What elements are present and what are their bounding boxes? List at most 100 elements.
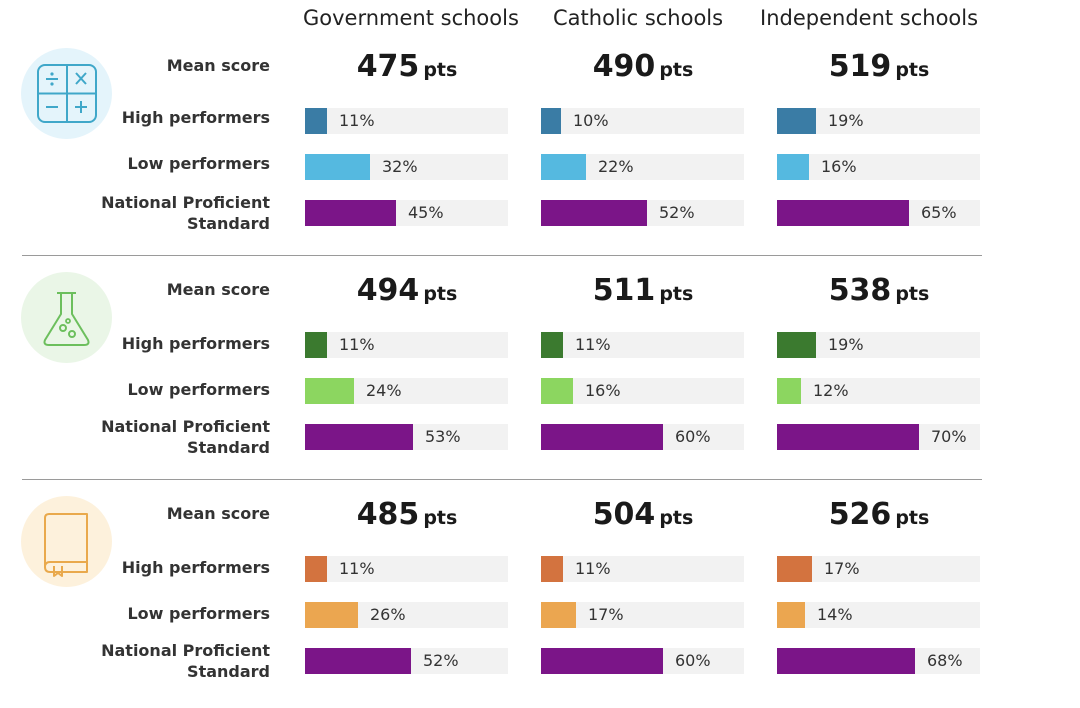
mean-score-unit: pts	[895, 507, 930, 529]
mean-score-number: 475	[356, 49, 420, 84]
mean-score-value: 485 pts	[307, 497, 507, 532]
low-performers-bar-track: 24%	[305, 378, 508, 404]
low-performers-value-label: 14%	[817, 605, 853, 624]
subject-icon-bg	[21, 48, 112, 139]
high-performers-bar	[777, 556, 812, 582]
mean-score-unit: pts	[659, 507, 694, 529]
mean-score-number: 511	[592, 273, 656, 308]
high-performers-bar-track: 11%	[541, 332, 744, 358]
mean-score-number: 504	[592, 497, 656, 532]
national-proficient-standard-bar-track: 60%	[541, 424, 744, 450]
high-performers-value-label: 11%	[575, 335, 611, 354]
high-performers-bar	[541, 332, 563, 358]
row-label-mean-score: Mean score	[166, 280, 270, 299]
section-divider	[22, 255, 982, 256]
high-performers-value-label: 11%	[339, 559, 375, 578]
national-proficient-standard-bar	[305, 648, 411, 674]
low-performers-bar	[541, 602, 576, 628]
national-proficient-standard-bar	[777, 200, 909, 226]
mean-score-value: 519 pts	[779, 49, 979, 84]
national-proficient-standard-value-label: 65%	[921, 203, 957, 222]
row-label-high-performers: High performers	[121, 558, 270, 577]
low-performers-value-label: 16%	[821, 157, 857, 176]
row-label-low-performers: Low performers	[127, 604, 270, 623]
low-performers-value-label: 12%	[813, 381, 849, 400]
subject-icon-bg	[21, 272, 112, 363]
low-performers-bar-track: 26%	[305, 602, 508, 628]
low-performers-bar	[777, 378, 801, 404]
national-proficient-standard-value-label: 53%	[425, 427, 461, 446]
high-performers-bar	[305, 108, 327, 134]
row-label-national-proficient-standard: National Proficient Standard	[101, 193, 270, 233]
low-performers-bar-track: 32%	[305, 154, 508, 180]
low-performers-bar	[305, 602, 358, 628]
high-performers-value-label: 11%	[339, 335, 375, 354]
low-performers-value-label: 17%	[588, 605, 624, 624]
low-performers-bar	[541, 378, 573, 404]
national-proficient-standard-bar	[305, 424, 413, 450]
national-proficient-standard-bar	[541, 424, 663, 450]
national-proficient-standard-bar-track: 53%	[305, 424, 508, 450]
high-performers-bar-track: 11%	[305, 332, 508, 358]
high-performers-bar	[305, 556, 327, 582]
low-performers-bar	[541, 154, 586, 180]
subject-section-3: Mean score High performers Low performers N…	[0, 484, 1080, 708]
high-performers-value-label: 17%	[824, 559, 860, 578]
mean-score-unit: pts	[423, 283, 458, 305]
mean-score-value: 475 pts	[307, 49, 507, 84]
high-performers-value-label: 10%	[573, 111, 609, 130]
subject-section-1: Mean score High performers Low performers N…	[0, 36, 1080, 260]
national-proficient-standard-bar-track: 52%	[305, 648, 508, 674]
national-proficient-standard-value-label: 52%	[423, 651, 459, 670]
row-label-national-proficient-standard: National Proficient Standard	[101, 641, 270, 681]
mean-score-unit: pts	[895, 59, 930, 81]
mean-score-number: 538	[828, 273, 892, 308]
national-proficient-standard-value-label: 60%	[675, 651, 711, 670]
row-label-mean-score: Mean score	[166, 504, 270, 523]
high-performers-bar	[541, 556, 563, 582]
high-performers-bar-track: 11%	[305, 108, 508, 134]
high-performers-bar	[541, 108, 561, 134]
subject-icon-bg	[21, 496, 112, 587]
section-divider	[22, 479, 982, 480]
mean-score-value: 538 pts	[779, 273, 979, 308]
low-performers-bar	[305, 378, 354, 404]
mean-score-number: 494	[356, 273, 420, 308]
high-performers-bar-track: 10%	[541, 108, 744, 134]
low-performers-bar-track: 12%	[777, 378, 980, 404]
national-proficient-standard-bar	[305, 200, 396, 226]
mean-score-number: 526	[828, 497, 892, 532]
row-label-low-performers: Low performers	[127, 380, 270, 399]
mean-score-number: 490	[592, 49, 656, 84]
low-performers-bar-track: 16%	[777, 154, 980, 180]
high-performers-value-label: 19%	[828, 111, 864, 130]
mean-score-number: 519	[828, 49, 892, 84]
national-proficient-standard-bar-track: 52%	[541, 200, 744, 226]
row-label-national-proficient-standard: National Proficient Standard	[101, 417, 270, 457]
national-proficient-standard-bar-track: 45%	[305, 200, 508, 226]
national-proficient-standard-bar	[541, 648, 663, 674]
column-header-3: Independent schools	[760, 6, 979, 30]
low-performers-bar-track: 16%	[541, 378, 744, 404]
low-performers-bar-track: 22%	[541, 154, 744, 180]
mean-score-number: 485	[356, 497, 420, 532]
mean-score-unit: pts	[423, 507, 458, 529]
national-proficient-standard-bar-track: 70%	[777, 424, 980, 450]
high-performers-bar-track: 19%	[777, 108, 980, 134]
national-proficient-standard-bar	[777, 648, 915, 674]
column-header-1: Government schools	[303, 6, 519, 30]
national-proficient-standard-bar-track: 68%	[777, 648, 980, 674]
row-label-high-performers: High performers	[121, 334, 270, 353]
high-performers-bar	[305, 332, 327, 358]
low-performers-value-label: 26%	[370, 605, 406, 624]
mean-score-value: 526 pts	[779, 497, 979, 532]
national-proficient-standard-value-label: 52%	[659, 203, 695, 222]
subject-section-2: Mean score High performers Low performers N…	[0, 260, 1080, 484]
low-performers-bar	[777, 154, 809, 180]
low-performers-value-label: 16%	[585, 381, 621, 400]
column-header-2: Catholic schools	[553, 6, 724, 30]
mean-score-unit: pts	[659, 59, 694, 81]
national-proficient-standard-bar-track: 65%	[777, 200, 980, 226]
high-performers-value-label: 19%	[828, 335, 864, 354]
mean-score-value: 490 pts	[543, 49, 743, 84]
